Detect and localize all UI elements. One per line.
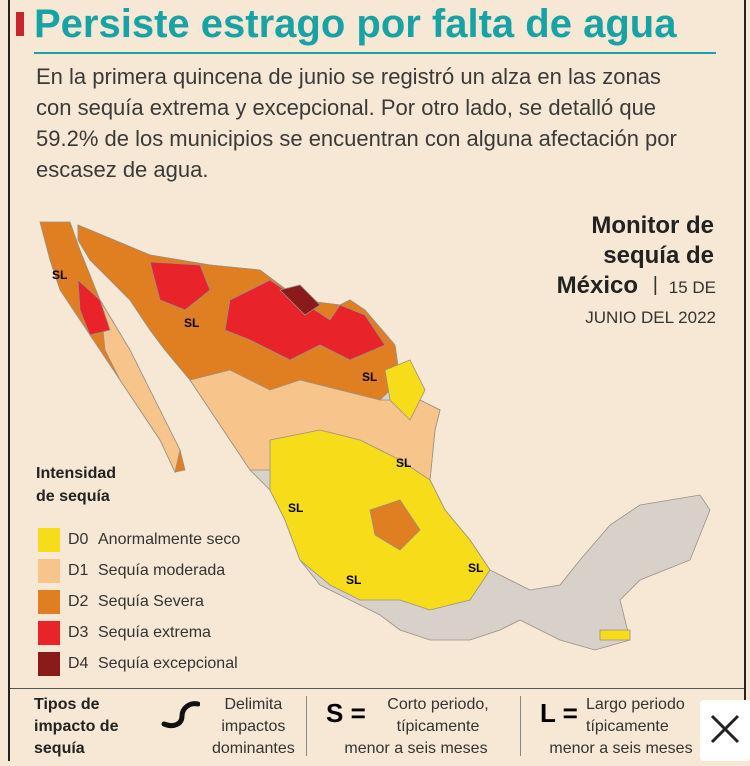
- map-label: SL: [288, 501, 304, 515]
- title-rule: [34, 52, 716, 54]
- title-marker: [16, 12, 24, 36]
- legend-code: D4: [68, 655, 89, 672]
- long-symbol: L =: [540, 698, 578, 728]
- drought-d4: [279, 284, 321, 316]
- intro-line: 59.2% de los municipios se encuentran co…: [36, 126, 677, 151]
- long-line: típicamente: [586, 718, 669, 735]
- long-line: menor a seis meses: [549, 740, 693, 757]
- map-label: SL: [362, 370, 378, 384]
- bottom-rule: [10, 688, 744, 689]
- delimit-line: dominantes: [212, 740, 295, 757]
- right-border: [744, 0, 746, 700]
- map-title: sequía de: [603, 242, 714, 269]
- close-button[interactable]: [700, 700, 750, 761]
- divider: [306, 696, 307, 756]
- legend-code: D0: [68, 531, 89, 548]
- legend-swatch: [38, 528, 60, 552]
- intro-line: escasez de agua.: [36, 157, 209, 182]
- short-line: Corto periodo,: [387, 696, 489, 713]
- legend-label: Sequía extrema: [98, 624, 211, 641]
- map-title: México: [556, 272, 638, 299]
- legend-code: D1: [68, 562, 89, 579]
- long-text: Largo periodo típicamente menor a seis m…: [536, 694, 706, 760]
- delimit-text: Delimita impactos dominantes: [212, 694, 295, 760]
- drought-d0: [384, 359, 426, 421]
- delimit-line: impactos: [221, 718, 286, 735]
- legend-code: D2: [68, 593, 89, 610]
- short-text: Corto periodo, típicamente menor a seis …: [326, 694, 506, 760]
- intro-line: En la primera quincena de junio se regis…: [36, 64, 661, 89]
- divider: [520, 696, 521, 756]
- short-symbol: S =: [326, 698, 366, 728]
- drought-d2: [369, 499, 421, 551]
- drought-d1: [99, 299, 181, 474]
- legend-label: Sequía excepcional: [98, 655, 238, 672]
- map-date: JUNIO DEL 2022: [585, 308, 716, 327]
- impact-title-line: Tipos de: [34, 696, 100, 713]
- delimit-icon: [161, 701, 200, 729]
- legend-code: D3: [68, 624, 89, 641]
- map-title: Monitor de: [591, 212, 714, 239]
- legend-title: Intensidad: [36, 465, 117, 482]
- map-label: SL: [52, 268, 68, 282]
- legend-swatch: [38, 559, 60, 583]
- legend-label: Sequía Severa: [98, 593, 204, 610]
- title: Persiste estrago por falta de agua: [34, 2, 677, 46]
- map-label: SL: [346, 573, 362, 587]
- left-border: [8, 0, 10, 761]
- intro-line: con sequía extrema y excepcional. Por ot…: [36, 95, 657, 120]
- legend-swatch: [38, 652, 60, 676]
- legend-title: de sequía: [36, 488, 110, 505]
- separator: |: [652, 274, 658, 296]
- map-label: SL: [468, 561, 484, 575]
- map-date: 15 DE: [668, 278, 716, 297]
- drought-d3: [77, 279, 111, 336]
- impact-title: Tipos de impacto de sequía: [34, 694, 118, 760]
- short-line: menor a seis meses: [344, 740, 488, 757]
- drought-d3: [149, 261, 211, 311]
- drought-d0: [599, 629, 631, 641]
- long-line: Largo periodo: [586, 696, 685, 713]
- close-icon[interactable]: [700, 700, 750, 761]
- legend-label: Sequía moderada: [98, 562, 226, 579]
- delimit-line: Delimita: [224, 696, 283, 713]
- impact-title-line: sequía: [34, 740, 85, 757]
- short-line: típicamente: [396, 718, 480, 735]
- map-label: SL: [184, 316, 200, 330]
- map-label: SL: [396, 456, 412, 470]
- impact-title-line: impacto de: [34, 718, 119, 735]
- legend-label: Anormalmente seco: [98, 531, 241, 548]
- legend-swatch: [38, 590, 60, 614]
- legend-swatch: [38, 621, 60, 645]
